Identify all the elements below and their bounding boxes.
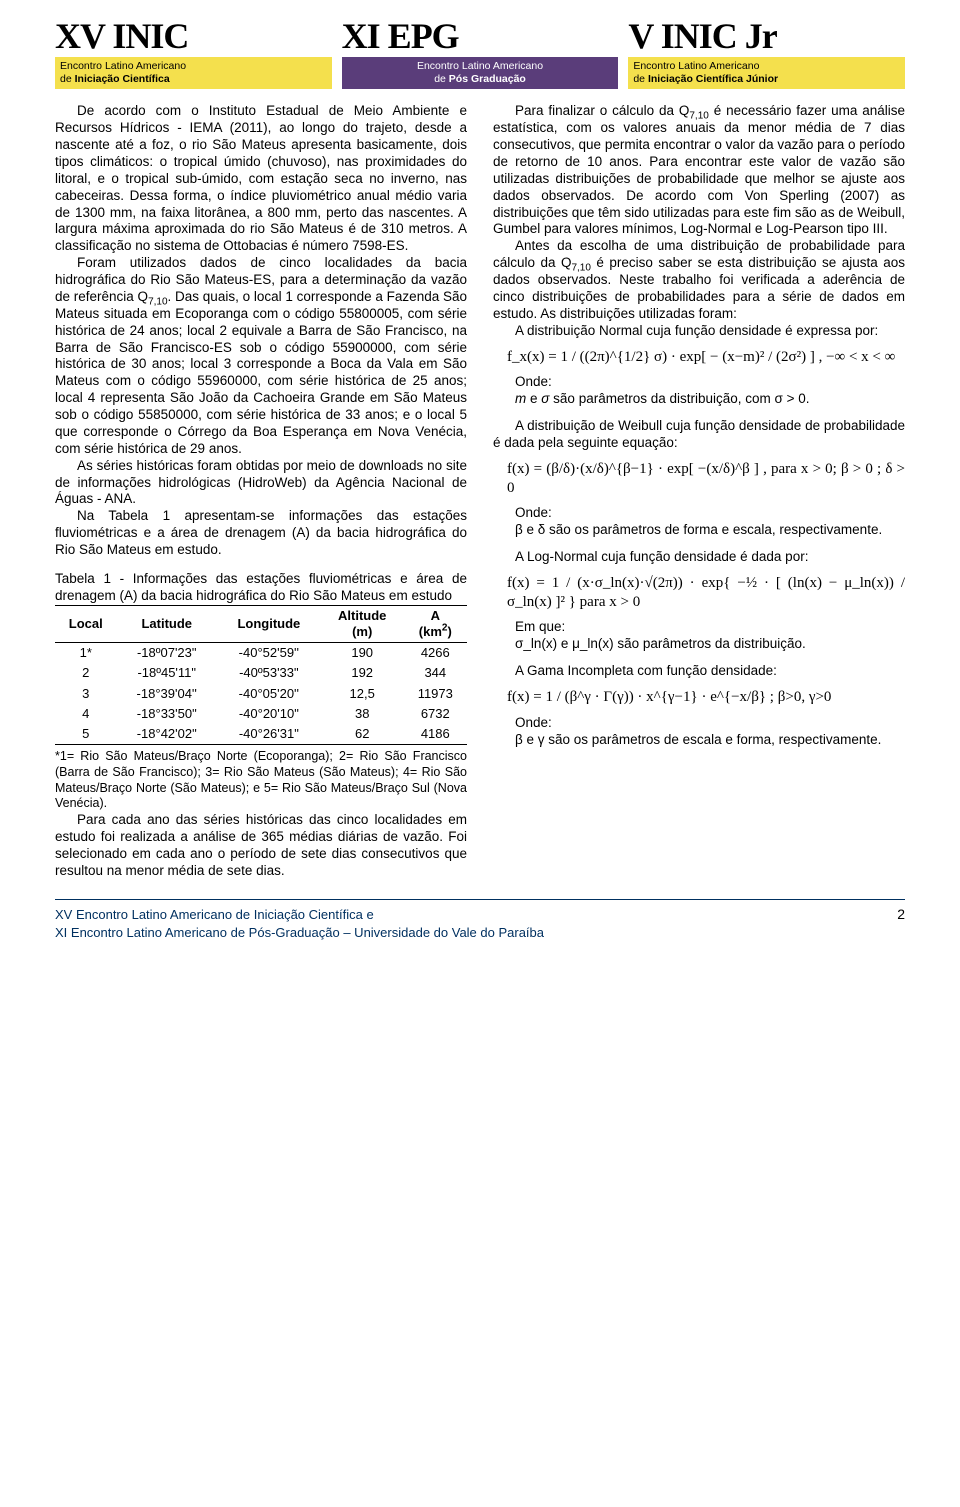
onde2-body: β e δ são os parâmetros de forma e escal… [493,522,905,539]
logo-bar: Encontro Latino Americano de Iniciação C… [628,57,905,89]
logo-bar: Encontro Latino Americano de Pós Graduaç… [342,57,619,89]
formula-normal: f_x(x) = 1 / ((2π)^{1/2} σ) · exp[ − (x−… [507,348,905,367]
left-p3: As séries históricas foram obtidas por m… [55,458,467,509]
right-p5: A Log-Normal cuja função densidade é dad… [493,549,905,566]
th-latitude: Latitude [117,605,217,643]
logo-bar: Encontro Latino Americano de Iniciação C… [55,57,332,89]
formula-lognormal: f(x) = 1 / (x·σ_ln(x)·√(2π)) · exp{ −½ ·… [507,574,905,612]
right-p6: A Gama Incompleta com função densidade: [493,663,905,680]
right-p3: A distribuição Normal cuja função densid… [493,323,905,340]
left-p1: De acordo com o Instituto Estadual de Me… [55,103,467,255]
onde3: Onde: [493,715,905,732]
onde2: Onde: [493,505,905,522]
right-p1: Para finalizar o cálculo da Q7,10 é nece… [493,103,905,238]
page-footer: XV Encontro Latino Americano de Iniciaçã… [55,899,905,941]
table-footnote: *1= Rio São Mateus/Braço Norte (Ecoporan… [55,749,467,812]
table-row: 5 -18°42'02" -40°26'31" 62 4186 [55,724,467,745]
logo-v-inic-jr: V INIC Jr Encontro Latino Americano de I… [628,18,905,89]
emque-body: σ_ln(x) e μ_ln(x) são parâmetros da dist… [493,636,905,653]
header-logos: XV INIC Encontro Latino Americano de Ini… [55,18,905,89]
onde1-body: m e σ são parâmetros da distribuição, co… [493,391,905,408]
logo-title: XV INIC [55,18,332,54]
footer-text: XV Encontro Latino Americano de Iniciaçã… [55,906,544,941]
left-p4: Na Tabela 1 apresentam-se informações da… [55,508,467,559]
table-header-row: Local Latitude Longitude Altitude(m) A(k… [55,605,467,643]
table-row: 3 -18°39'04'' -40°05'20'' 12,5 11973 [55,684,467,704]
formula-weibull: f(x) = (β/δ)·(x/δ)^{β−1} · exp[ −(x/δ)^β… [507,460,905,498]
page-number: 2 [897,906,905,922]
emque: Em que: [493,619,905,636]
table-row: 1* -18º07'23" -40°52'59'' 190 4266 [55,643,467,664]
th-longitude: Longitude [217,605,321,643]
th-altitude: Altitude(m) [321,605,404,643]
onde1: Onde: [493,374,905,391]
formula-gama: f(x) = 1 / (β^γ · Γ(γ)) · x^{γ−1} · e^{−… [507,688,905,707]
th-local: Local [55,605,117,643]
onde3-body: β e γ são os parâmetros de escala e form… [493,732,905,749]
logo-line1: Encontro Latino Americano [633,60,759,72]
right-p2: Antes da escolha de uma distribuição de … [493,238,905,322]
left-p5: Para cada ano das séries históricas das … [55,812,467,880]
logo-title: V INIC Jr [628,18,905,54]
logo-line2: de Iniciação Científica [60,73,170,85]
table-row: 4 -18°33'50" -40°20'10" 38 6732 [55,704,467,724]
table-caption: Tabela 1 - Informações das estações fluv… [55,571,467,605]
th-area: A(km2) [404,605,467,643]
logo-line1: Encontro Latino Americano [60,60,186,72]
logo-title: XI EPG [342,18,619,54]
logo-line2: de Iniciação Científica Júnior [633,73,778,85]
logo-line2: de Pós Graduação [434,73,526,85]
logo-line1: Encontro Latino Americano [417,60,543,72]
stations-table: Local Latitude Longitude Altitude(m) A(k… [55,605,467,746]
body-columns: De acordo com o Instituto Estadual de Me… [55,103,905,879]
logo-xi-epg: XI EPG Encontro Latino Americano de Pós … [342,18,619,89]
right-p4: A distribuição de Weibull cuja função de… [493,418,905,452]
logo-xv-inic: XV INIC Encontro Latino Americano de Ini… [55,18,332,89]
table-row: 2 -18º45'11" -40º53'33" 192 344 [55,663,467,683]
table-body: 1* -18º07'23" -40°52'59'' 190 4266 2 -18… [55,643,467,745]
left-p2: Foram utilizados dados de cinco localida… [55,255,467,458]
